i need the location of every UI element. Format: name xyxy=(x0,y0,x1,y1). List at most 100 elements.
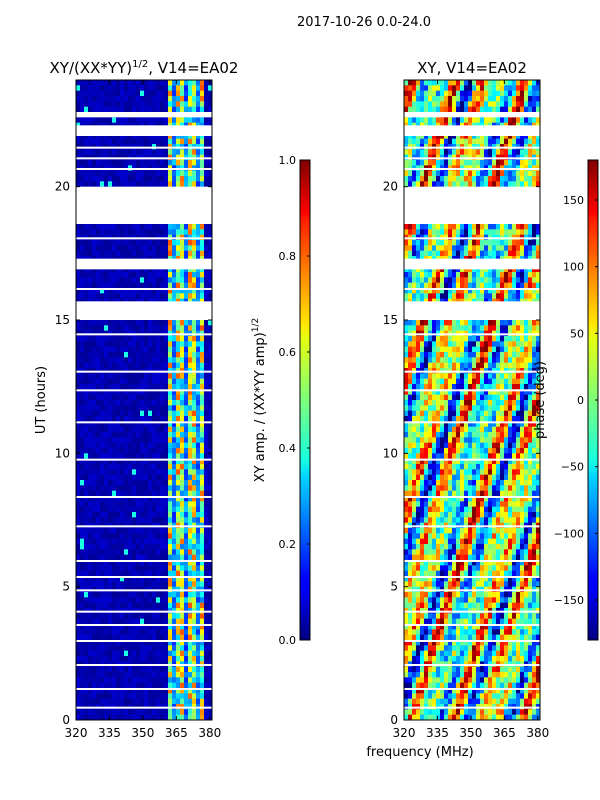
heatmap-cell xyxy=(136,80,141,86)
heatmap-cell xyxy=(100,485,105,492)
heatmap-cell xyxy=(144,240,149,246)
heatmap-cell xyxy=(112,629,117,636)
heatmap-cell xyxy=(132,474,137,481)
heatmap-cell xyxy=(120,400,125,406)
heatmap-cell xyxy=(100,320,105,326)
heatmap-cell xyxy=(96,688,101,694)
heatmap-cell xyxy=(180,544,185,550)
heatmap-cell xyxy=(140,229,145,236)
heatmap-cell xyxy=(88,272,93,278)
heatmap-cell xyxy=(132,85,137,92)
heatmap-cell xyxy=(76,325,81,332)
heatmap-cell xyxy=(148,229,153,236)
heatmap-cell xyxy=(176,442,181,449)
heatmap-cell xyxy=(204,613,209,620)
heatmap-cell xyxy=(420,80,425,86)
heatmap-cell xyxy=(168,405,173,412)
heatmap-cell xyxy=(184,453,189,460)
heatmap-cell xyxy=(124,442,129,449)
heatmap-cell xyxy=(168,645,173,652)
heatmap-cell xyxy=(156,117,161,124)
heatmap-cell xyxy=(412,176,417,182)
heatmap-cell xyxy=(132,496,137,502)
heatmap-cell xyxy=(132,533,137,540)
heatmap-cell xyxy=(164,528,169,534)
heatmap-cell xyxy=(88,277,93,284)
heatmap-cell xyxy=(196,362,201,369)
heatmap-cell xyxy=(76,181,81,188)
heatmap-cell xyxy=(120,405,125,412)
heatmap-cell xyxy=(192,458,197,465)
blank-scan-line xyxy=(76,146,212,149)
heatmap-cell xyxy=(164,688,169,694)
heatmap-cell xyxy=(472,149,477,156)
heatmap-cell xyxy=(80,426,85,433)
heatmap-cell xyxy=(116,528,121,534)
heatmap-cell xyxy=(88,453,93,460)
heatmap-cell xyxy=(92,709,97,716)
heatmap-cell xyxy=(116,373,121,380)
heatmap-cell xyxy=(100,581,105,588)
heatmap-cell xyxy=(428,138,433,145)
heatmap-cell xyxy=(136,634,141,641)
heatmap-cell xyxy=(168,229,173,236)
heatmap-cell xyxy=(156,538,161,545)
heatmap-cell xyxy=(488,138,493,145)
heatmap-cell xyxy=(208,501,213,508)
heatmap-cell xyxy=(508,181,513,188)
heatmap-cell xyxy=(120,160,125,166)
heatmap-cell xyxy=(172,181,177,188)
heatmap-cell xyxy=(200,357,205,364)
heatmap-cell xyxy=(96,613,101,620)
heatmap-cell xyxy=(108,506,113,513)
heatmap-cell xyxy=(168,80,173,86)
heatmap-cell xyxy=(96,437,101,444)
heatmap-cell xyxy=(180,629,185,636)
heatmap-cell xyxy=(132,352,137,358)
heatmap-cell xyxy=(152,426,157,433)
heatmap-cell xyxy=(180,85,185,92)
heatmap-cell xyxy=(152,80,157,86)
heatmap-cell xyxy=(176,581,181,588)
heatmap-cell xyxy=(96,384,101,390)
heatmap-cell xyxy=(200,469,205,476)
heatmap-cell xyxy=(200,581,205,588)
heatmap-cell xyxy=(476,160,481,166)
heatmap-cell xyxy=(172,224,177,230)
heatmap-cell xyxy=(88,650,93,657)
heatmap-cell xyxy=(76,592,81,598)
heatmap-cell xyxy=(180,288,185,294)
heatmap-cell xyxy=(532,176,537,182)
heatmap-cell xyxy=(84,149,89,156)
heatmap-cell xyxy=(188,85,193,92)
heatmap-cell xyxy=(144,565,149,572)
heatmap-cell xyxy=(140,357,145,364)
heatmap-cell xyxy=(180,277,185,284)
heatmap-cell xyxy=(76,378,81,385)
heatmap-cell xyxy=(184,357,189,364)
heatmap-cell xyxy=(84,80,89,86)
heatmap-cell xyxy=(180,602,185,609)
heatmap-cell xyxy=(184,85,189,92)
heatmap-cell xyxy=(132,709,137,716)
heatmap-cell xyxy=(164,576,169,582)
heatmap-cell xyxy=(204,618,209,625)
heatmap-cell xyxy=(148,448,153,454)
heatmap-cell xyxy=(132,570,137,577)
heatmap-cell xyxy=(84,597,89,604)
heatmap-cell xyxy=(160,597,165,604)
heatmap-cell xyxy=(200,80,205,86)
heatmap-cell xyxy=(536,96,541,102)
blank-scan-line xyxy=(76,576,212,578)
heatmap-cell xyxy=(204,560,209,566)
heatmap-cell xyxy=(480,85,485,92)
heatmap-cell xyxy=(84,378,89,385)
heatmap-cell xyxy=(80,640,85,646)
heatmap-cell xyxy=(128,325,133,332)
heatmap-cell xyxy=(152,448,157,454)
heatmap-cell xyxy=(124,282,129,289)
heatmap-cell xyxy=(208,458,213,465)
heatmap-cell xyxy=(200,506,205,513)
heatmap-cell xyxy=(128,533,133,540)
heatmap-cell xyxy=(108,389,113,396)
